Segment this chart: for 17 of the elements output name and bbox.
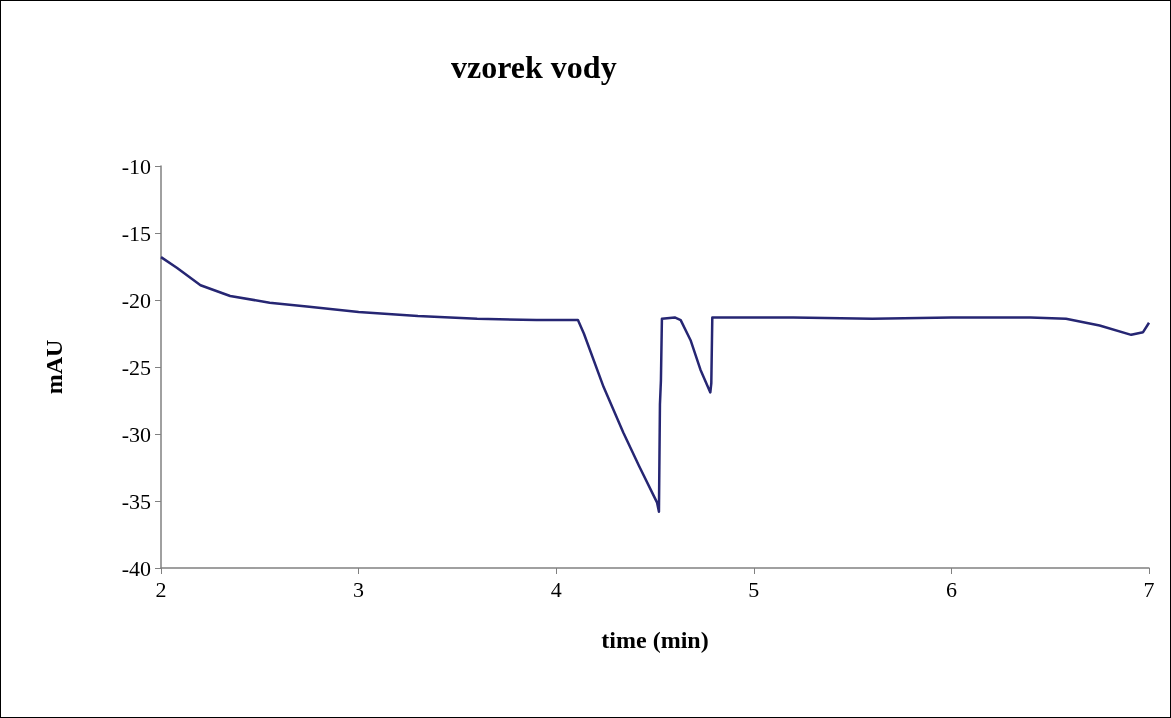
chart-title: vzorek vody [451,49,617,85]
y-tick-label: -35 [121,488,151,514]
y-tick-label: -30 [121,421,151,447]
line-series [159,255,1151,513]
x-tick-label: 2 [155,576,167,602]
y-tick-label: -40 [121,555,151,581]
y-axis-title: mAU [41,339,67,395]
y-tick-label: -25 [121,354,151,380]
x-tick-label: 5 [748,576,760,602]
y-tick-label: -20 [121,287,151,313]
x-tick-label: 3 [353,576,365,602]
x-axis-title: time (min) [601,627,709,653]
x-tick-label: 6 [945,576,957,602]
x-tick-label: 4 [550,576,562,602]
y-tick-label: -15 [121,220,151,246]
y-tick-label: -10 [121,153,151,179]
x-tick-label: 7 [1143,576,1155,602]
